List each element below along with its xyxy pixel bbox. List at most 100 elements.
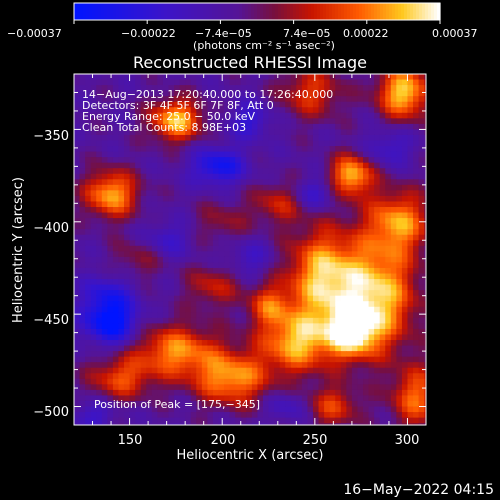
heatmap-cell [240, 256, 247, 263]
heatmap-cell [124, 201, 131, 208]
colorbar: −0.00037 −0.00022 −7.4e−05 7.4e−05 0.000… [7, 2, 478, 52]
heatmap-cell [124, 412, 131, 419]
heatmap-cell [229, 345, 236, 352]
heatmap-cell [79, 151, 86, 158]
heatmap-cell [424, 245, 426, 252]
heatmap-cell [196, 306, 203, 313]
heatmap-cell [357, 295, 364, 302]
heatmap-cell [101, 328, 108, 335]
heatmap-cell [351, 123, 358, 130]
heatmap-cell [279, 101, 286, 108]
heatmap-cell [212, 85, 220, 92]
heatmap-cell [201, 367, 208, 374]
heatmap-cell [413, 367, 420, 374]
heatmap-cell [96, 184, 103, 191]
heatmap-cell [190, 207, 197, 214]
heatmap-cell [279, 118, 286, 125]
heatmap-cell [251, 273, 258, 280]
heatmap-cell [335, 245, 342, 252]
heatmap-cell [257, 162, 264, 169]
heatmap-cell [85, 96, 92, 103]
heatmap-cell [124, 417, 131, 424]
heatmap-cell [307, 218, 314, 225]
colorbar-segment [131, 3, 135, 20]
heatmap-cell [418, 345, 425, 352]
heatmap-cell [363, 384, 370, 391]
heatmap-cell [146, 112, 153, 119]
heatmap-cell [257, 251, 264, 258]
heatmap-cell [74, 406, 81, 413]
heatmap-cell [268, 101, 275, 108]
heatmap-cell [268, 362, 275, 369]
heatmap-cell [413, 157, 420, 164]
heatmap-cell [151, 267, 158, 275]
heatmap-cell [74, 179, 81, 186]
heatmap-cell [124, 262, 131, 269]
heatmap-cell [96, 273, 103, 280]
heatmap-cell [240, 395, 247, 402]
heatmap-cell [90, 240, 97, 247]
heatmap-cell [379, 107, 386, 114]
heatmap-cell [274, 306, 281, 313]
heatmap-cell [279, 351, 286, 358]
heatmap-cell [268, 251, 275, 258]
heatmap-cell [207, 195, 214, 202]
heatmap-cell [340, 85, 347, 92]
heatmap-cell [162, 129, 169, 136]
heatmap-cell [424, 184, 426, 191]
heatmap-cell [151, 151, 158, 158]
heatmap-cell [140, 151, 147, 158]
heatmap-cell [318, 101, 325, 108]
heatmap-cell [363, 190, 370, 197]
heatmap-cell [285, 295, 292, 302]
heatmap-cell [307, 157, 314, 164]
heatmap-cell [424, 312, 426, 319]
heatmap-cell [379, 173, 386, 180]
heatmap-cell [285, 184, 292, 191]
heatmap-cell [390, 279, 397, 286]
heatmap-cell [312, 256, 320, 263]
heatmap-cell [179, 295, 186, 302]
heatmap-cell [118, 140, 125, 147]
heatmap-cell [251, 112, 258, 119]
heatmap-cell [101, 96, 108, 103]
heatmap-cell [135, 90, 142, 97]
colorbar-segment [323, 3, 327, 20]
heatmap-cell [340, 306, 347, 313]
heatmap-cell [107, 301, 114, 308]
heatmap-cell [74, 218, 81, 225]
heatmap-cell [285, 96, 292, 103]
heatmap-cell [224, 212, 231, 219]
heatmap-cell [101, 406, 108, 413]
heatmap-cell [179, 162, 186, 169]
heatmap-cell [162, 151, 169, 158]
heatmap-cell [179, 245, 186, 252]
colorbar-segment [398, 3, 402, 20]
heatmap-cell [418, 223, 425, 230]
heatmap-cell [368, 417, 375, 424]
heatmap-cell [235, 378, 242, 385]
heatmap-cell [374, 328, 381, 335]
heatmap-cell [174, 362, 181, 369]
heatmap-cell [129, 74, 136, 81]
heatmap-cell [124, 212, 131, 219]
heatmap-cell [301, 245, 308, 252]
heatmap-cell [90, 218, 97, 225]
heatmap-cell [218, 234, 225, 241]
heatmap-cell [363, 112, 370, 119]
heatmap-cell [129, 134, 136, 141]
heatmap-cell [157, 284, 164, 291]
heatmap-cell [240, 201, 247, 208]
heatmap-cell [296, 279, 303, 286]
heatmap-cell [290, 262, 297, 269]
colorbar-segment [185, 3, 189, 20]
heatmap-cell [229, 400, 236, 408]
heatmap-cell [301, 301, 308, 308]
heatmap-cell [363, 334, 370, 341]
heatmap-cell [324, 412, 331, 419]
colorbar-segment [245, 3, 249, 20]
heatmap-cell [324, 190, 331, 197]
heatmap-cell [185, 151, 192, 158]
heatmap-cell [318, 395, 325, 402]
heatmap-cell [312, 317, 320, 324]
